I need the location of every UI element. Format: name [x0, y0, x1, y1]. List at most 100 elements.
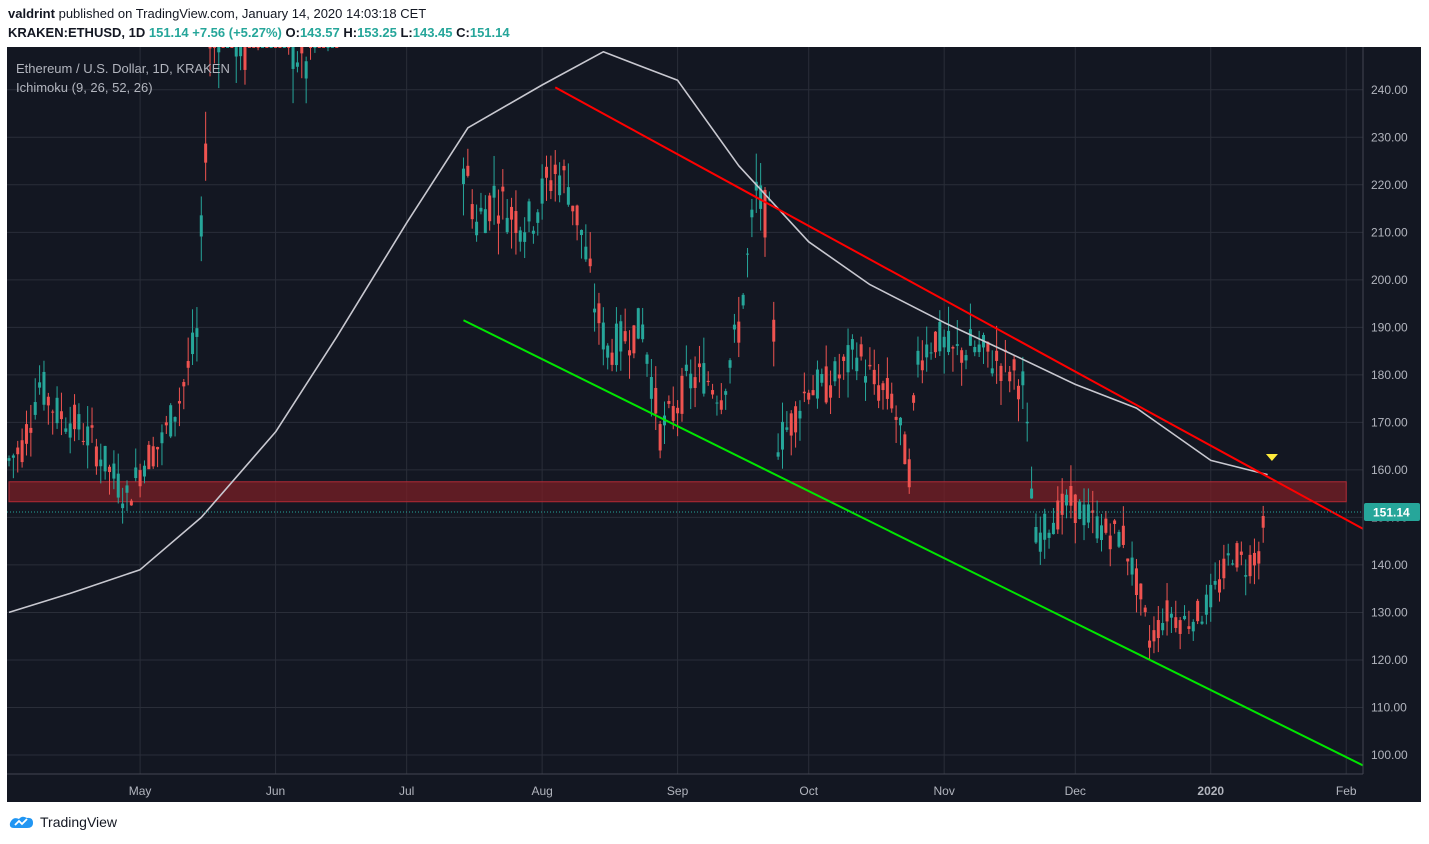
candle-body [610, 352, 614, 365]
candle-body [282, 47, 286, 48]
candle-body [173, 417, 177, 422]
candle-body [1108, 535, 1112, 550]
candle-body [488, 195, 492, 222]
candle-body [995, 350, 999, 361]
candle-body [553, 164, 557, 175]
candle-body [1104, 518, 1108, 533]
candle-body [81, 440, 85, 442]
candle-body [636, 308, 640, 339]
candle-body [689, 373, 693, 389]
candle-body [868, 364, 872, 367]
candle-body [907, 459, 911, 488]
price-tick-label: 220.00 [1371, 178, 1408, 192]
candle-body [540, 178, 544, 204]
candle-body [846, 345, 850, 373]
price-axis-bg [1363, 47, 1421, 802]
candle-body [916, 350, 920, 365]
candle-body [73, 404, 77, 430]
candle-body [1091, 510, 1095, 513]
price-tick-label: 210.00 [1371, 225, 1408, 239]
candle-body [483, 209, 487, 234]
candle-body [794, 406, 798, 433]
candle-body [501, 186, 505, 192]
legend-title: Ethereum / U.S. Dollar, 1D, KRAKEN [16, 61, 230, 76]
close-value: 151.14 [469, 25, 510, 40]
time-tick-label: Dec [1065, 784, 1086, 798]
candle-body [1161, 622, 1165, 631]
candle-body [212, 47, 216, 48]
candle-body [789, 413, 793, 436]
candle-body [125, 485, 129, 493]
candle-body [938, 321, 942, 352]
candle-body [527, 201, 531, 222]
candle-body [256, 47, 260, 48]
time-tick-label: Nov [934, 784, 955, 798]
symbol-label: KRAKEN:ETHUSD, 1D [8, 25, 146, 40]
candle-body [833, 361, 837, 382]
markers-layer [7, 454, 1363, 513]
candle-body [684, 364, 688, 372]
candle-body [1248, 554, 1252, 577]
candle-body [706, 380, 710, 383]
candle-body [1126, 558, 1130, 562]
candle-body [815, 369, 819, 399]
time-tick-label: Sep [667, 784, 689, 798]
candle-body [1069, 486, 1073, 506]
candle-body [973, 346, 977, 353]
candle-body [199, 215, 203, 237]
candle-body [776, 452, 780, 457]
candle-body [562, 165, 566, 171]
candle-body [737, 321, 741, 343]
publish-info: valdrint published on TradingView.com, J… [8, 6, 426, 21]
candle-body [116, 473, 120, 498]
candle-body [16, 447, 20, 455]
candle-body [877, 385, 881, 401]
candle-body [649, 377, 653, 399]
candle-body [313, 47, 317, 48]
author-name[interactable]: valdrint [8, 6, 55, 21]
candle-body [243, 47, 247, 70]
candle-body [134, 467, 138, 479]
candle-body [186, 361, 190, 368]
candle-body [1021, 371, 1025, 386]
legend-indicator[interactable]: Ichimoku (9, 26, 52, 26) [16, 80, 153, 95]
candle-body [1217, 579, 1221, 593]
candle-body [138, 470, 142, 487]
candle-body [182, 382, 186, 387]
publish-text: published on TradingView.com, January 14… [58, 6, 427, 21]
candle-body [1187, 626, 1191, 629]
price-tick-label: 110.00 [1371, 700, 1407, 714]
candle-body [947, 330, 951, 353]
candle-body [872, 369, 876, 385]
price-chart[interactable]: 100.00110.00120.00130.00140.00150.00160.… [7, 47, 1421, 802]
candle-body [278, 47, 282, 48]
candle-body [59, 411, 63, 420]
candle-body [697, 363, 701, 368]
footer-brand[interactable]: TradingView [8, 814, 117, 830]
candle-body [221, 47, 225, 48]
candle-body [597, 303, 601, 324]
candle-body [855, 357, 859, 372]
candle-body [160, 432, 164, 444]
candle-body [191, 332, 195, 355]
candle-body [820, 374, 824, 383]
candle-body [156, 446, 160, 450]
candle-body [11, 455, 15, 458]
candle-body [317, 47, 321, 48]
candle-body [1008, 371, 1012, 382]
candle-body [1183, 615, 1187, 620]
candle-body [1038, 532, 1042, 552]
candle-body [702, 363, 706, 394]
candle-body [579, 229, 583, 236]
candle-body [1113, 520, 1117, 524]
candle-body [177, 401, 181, 404]
price-tick-label: 170.00 [1371, 415, 1408, 429]
candle-body [903, 434, 907, 465]
candle-body [759, 185, 763, 209]
candle-body [112, 463, 116, 479]
candle-body [1025, 421, 1029, 424]
candle-body [584, 246, 588, 260]
candle-body [1130, 557, 1134, 575]
close-label: C: [456, 25, 470, 40]
candle-body [593, 308, 597, 313]
